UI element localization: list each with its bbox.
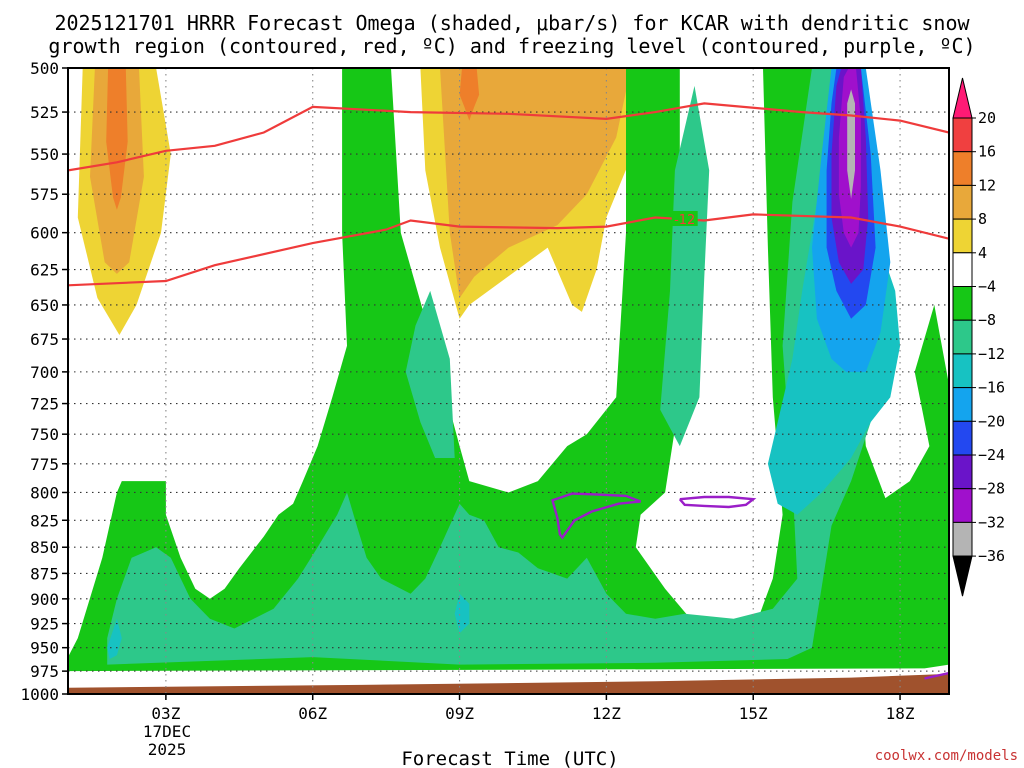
dgz-contour-line-1 — [68, 213, 949, 287]
colorbar-swatch-10 — [952, 420, 973, 456]
colorbar-label-9: −20 — [978, 412, 1005, 430]
colorbar-swatch-9 — [952, 387, 973, 422]
credit-text: coolwx.com/models — [875, 748, 1018, 764]
y-tick-label-825: 825 — [30, 511, 59, 530]
terrain-ground — [68, 673, 949, 694]
omega-region-c8-9 — [107, 68, 881, 665]
y-tick-label-900: 900 — [30, 590, 59, 609]
chart-subtitle: growth region (contoured, red, ºC) and f… — [48, 34, 975, 58]
x-tick-label-06Z: 06Z — [298, 704, 327, 723]
y-axis: 500 525 550 575 600 625 650 675 700 725 750 775 800 8… — [20, 59, 68, 704]
colorbar-swatch-7 — [952, 319, 973, 355]
colorbar-swatch-4 — [952, 218, 973, 254]
x-axis: 03Z 06Z 09Z 12Z 15Z 18Z — [151, 694, 915, 723]
x-tick-label-18Z: 18Z — [886, 704, 915, 723]
y-tick-label-700: 700 — [30, 363, 59, 382]
colorbar-swatch-13 — [952, 521, 973, 557]
colorbar-swatch-3 — [952, 184, 973, 220]
y-tick-label-775: 775 — [30, 455, 59, 474]
omega-region-c8-10 — [405, 290, 455, 458]
colorbar-label-0: 20 — [978, 109, 996, 127]
colorbar-label-2: 12 — [978, 176, 996, 194]
y-tick-label-650: 650 — [30, 296, 59, 315]
x-tick-label-12Z: 12Z — [592, 704, 621, 723]
omega-region-w8-4 — [440, 68, 631, 298]
colorbar-label-1: 16 — [978, 143, 996, 161]
colorbar-label-7: −12 — [978, 345, 1005, 363]
y-tick-label-500: 500 — [30, 59, 59, 78]
y-tick-label-725: 725 — [30, 395, 59, 414]
colorbar-label-11: −28 — [978, 480, 1005, 498]
date-label-day: 17DEC — [143, 722, 191, 741]
chart-title: 2025121701 HRRR Forecast Omega (shaded, … — [54, 11, 970, 35]
plot-area: -12 — [68, 68, 949, 694]
colorbar-swatch-11 — [952, 454, 973, 490]
freezing-level-contour-2 — [924, 671, 949, 680]
x-tick-label-03Z: 03Z — [151, 704, 180, 723]
freezing-level-contour-1 — [678, 495, 757, 509]
colorbar-label-12: −32 — [978, 513, 1005, 531]
y-tick-label-525: 525 — [30, 103, 59, 122]
y-tick-label-800: 800 — [30, 483, 59, 502]
y-tick-label-1000: 1000 — [20, 685, 59, 704]
colorbar-label-3: 8 — [978, 210, 987, 228]
freezing-level-contour-0 — [551, 492, 642, 540]
colorbar-swatch-12 — [952, 488, 973, 523]
y-tick-label-875: 875 — [30, 564, 59, 583]
y-tick-label-600: 600 — [30, 224, 59, 243]
grid-lines — [68, 68, 949, 694]
colorbar-label-5: −4 — [978, 278, 996, 296]
dgz-contour-line-0 — [68, 102, 949, 172]
date-label-year: 2025 — [148, 740, 187, 759]
dgz-contour-label-bg — [671, 211, 698, 227]
y-tick-label-675: 675 — [30, 330, 59, 349]
omega-region-c12-12 — [107, 618, 122, 659]
colorbar-top-arrow — [952, 77, 973, 119]
y-tick-label-850: 850 — [30, 538, 59, 557]
y-tick-label-975: 975 — [30, 662, 59, 681]
y-tick-label-750: 750 — [30, 425, 59, 444]
y-tick-label-625: 625 — [30, 261, 59, 280]
x-axis-title: Forecast Time (UTC) — [401, 748, 618, 768]
dgz-contour-label: -12 — [674, 213, 695, 228]
colorbar-swatch-8 — [952, 353, 973, 389]
y-tick-label-950: 950 — [30, 639, 59, 658]
y-tick-label-550: 550 — [30, 145, 59, 164]
colorbar-label-4: 4 — [978, 244, 987, 262]
omega-region-c4-8 — [68, 68, 949, 672]
y-tick-label-925: 925 — [30, 615, 59, 634]
colorbar-label-10: −24 — [978, 446, 1005, 464]
omega-region-w12-2 — [106, 68, 128, 210]
colorbar-label-8: −16 — [978, 379, 1005, 397]
x-tick-label-15Z: 15Z — [739, 704, 768, 723]
colorbar: 20 16 12 8 4 −4 −8 −12 −16 −20 −24 −28 −32 −36 — [952, 77, 1005, 597]
x-tick-label-09Z: 09Z — [445, 704, 474, 723]
colorbar-swatch-6 — [952, 286, 973, 321]
contour-lines: -12 — [68, 102, 949, 680]
omega-region-c8-11 — [660, 85, 710, 447]
omega-region-w12-5 — [459, 68, 480, 121]
colorbar-label-13: −36 — [978, 547, 1005, 565]
colorbar-bottom-arrow — [952, 555, 973, 597]
colorbar-swatch-1 — [952, 117, 973, 153]
colorbar-swatch-5 — [952, 252, 973, 288]
y-tick-label-575: 575 — [30, 185, 59, 204]
colorbar-swatch-2 — [952, 151, 973, 186]
colorbar-label-6: −8 — [978, 311, 996, 329]
plot-frame — [67, 67, 950, 695]
